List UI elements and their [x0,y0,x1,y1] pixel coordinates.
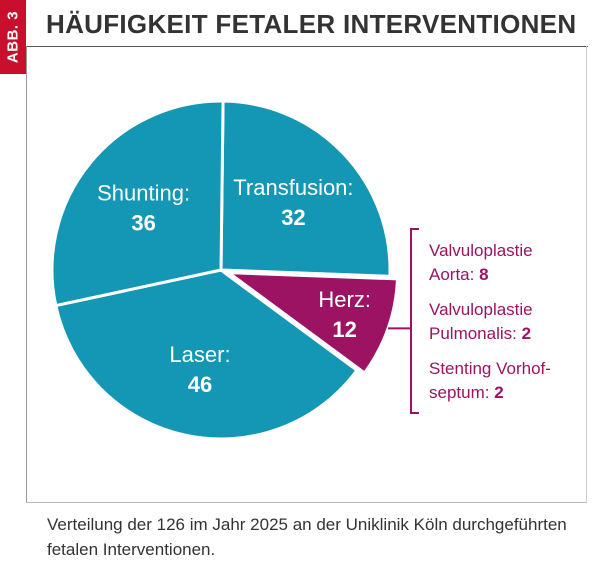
pie-slice-shunting [50,99,225,308]
frame-left-border [26,46,27,502]
frame-top-border [26,46,588,47]
frame-right-border [586,46,587,502]
herz-detail-vorhofseptum-line1: Stenting Vorhof- [429,359,551,378]
pie-slice-label: Laser: [169,342,230,367]
herz-detail-vorhofseptum: Stenting Vorhof- septum: 2 [429,357,551,405]
herz-detail-aorta-value: 8 [479,265,489,284]
pie-slice-laser [54,268,359,441]
herz-detail-aorta-line1: Valvuloplastie [429,241,533,260]
herz-detail-pulmonalis-value: 2 [521,324,532,343]
pie-slice-value: 32 [281,205,305,230]
pie-slice-label: Shunting: [97,181,190,206]
pie-slice-value: 46 [188,372,212,397]
herz-detail-vorhofseptum-line2: septum: [429,383,490,402]
herz-detail-pulmonalis: Valvuloplastie Pulmonalis: 2 [429,298,533,346]
pie-slice-label: Herz: [318,287,371,312]
chart-title: HÄUFIGKEIT FETALER INTERVENTIONEN [46,9,577,39]
pie-slices [50,99,399,441]
figure-tag: ABB. 3 [0,0,26,74]
pie-slice-value: 12 [332,317,356,342]
pie-labels: Transfusion: 32 Herz: 12 Laser: 46 Shunting: 36 [97,175,371,397]
herz-detail-pulmonalis-line2: Pulmonalis: [429,324,517,343]
herz-detail-aorta: Valvuloplastie Aorta: 8 [429,239,533,287]
herz-detail-pulmonalis-line1: Valvuloplastie [429,300,533,319]
herz-detail-vorhofseptum-value: 2 [494,383,504,402]
figure-caption: Verteilung der 126 im Jahr 2025 an der U… [47,515,567,559]
pie-slice-label: Transfusion: [233,175,353,200]
herz-detail-bracket [388,228,419,414]
pie-slice-value: 36 [131,211,155,236]
herz-detail-aorta-line2: Aorta: [429,265,475,284]
frame-bottom-border [26,502,587,503]
pie-slice-transfusion [219,99,392,278]
